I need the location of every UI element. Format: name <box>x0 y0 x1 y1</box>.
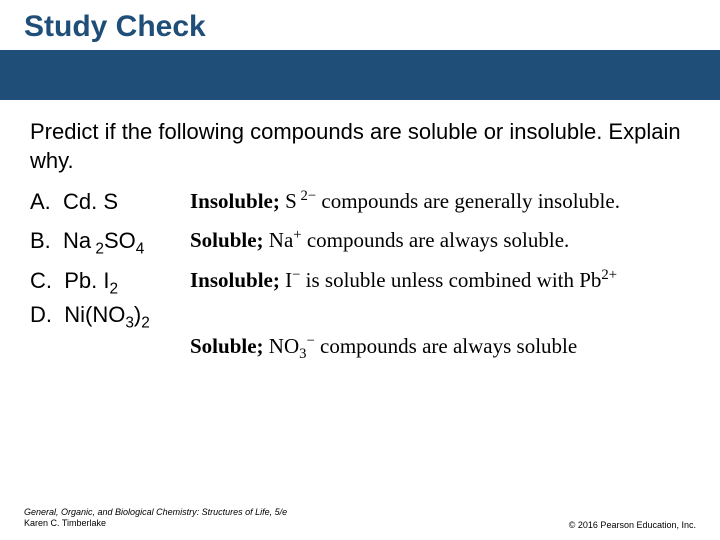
footer-book: General, Organic, and Biological Chemist… <box>24 507 287 519</box>
content-area: Predict if the following compounds are s… <box>0 100 720 366</box>
title-bar <box>0 50 720 100</box>
item-b: B. Na 2SO4 <box>30 222 190 258</box>
answer-a: Insoluble; S 2− compounds are generally … <box>190 183 620 218</box>
answer-d: Soluble; NO3− compounds are always solub… <box>190 302 577 365</box>
answer-a-rest: S 2− compounds are generally insoluble. <box>280 189 620 213</box>
row-c: C. Pb. I2 Insoluble; I− is soluble unles… <box>30 262 690 298</box>
answer-d-prefix: Soluble; <box>190 334 264 358</box>
row-a: A. Cd. S Insoluble; S 2− compounds are g… <box>30 183 690 218</box>
item-d-letter: D. <box>30 302 52 327</box>
footer-copyright: © 2016 Pearson Education, Inc. <box>569 520 696 530</box>
answer-c-rest: I− is soluble unless combined with Pb2+ <box>280 268 617 292</box>
row-b: B. Na 2SO4 Soluble; Na+ compounds are al… <box>30 222 690 258</box>
answer-c-prefix: Insoluble; <box>190 268 280 292</box>
item-c-letter: C. <box>30 268 52 293</box>
answer-d-rest: NO3− compounds are always soluble <box>264 334 578 358</box>
item-d: D. Ni(NO3)2 <box>30 302 190 332</box>
item-a-letter: A. <box>30 189 51 214</box>
footer-left: General, Organic, and Biological Chemist… <box>24 507 287 530</box>
footer: General, Organic, and Biological Chemist… <box>24 507 696 530</box>
item-a: A. Cd. S <box>30 183 190 215</box>
answer-a-prefix: Insoluble; <box>190 189 280 213</box>
prompt-text: Predict if the following compounds are s… <box>30 118 690 175</box>
item-b-compound: Na 2SO4 <box>63 228 144 253</box>
answer-b: Soluble; Na+ compounds are always solubl… <box>190 222 569 257</box>
answer-b-prefix: Soluble; <box>190 228 264 252</box>
answer-b-rest: Na+ compounds are always soluble. <box>264 228 570 252</box>
row-d: D. Ni(NO3)2 Soluble; NO3− compounds are … <box>30 302 690 365</box>
item-d-compound: Ni(NO3)2 <box>64 302 150 327</box>
footer-author: Karen C. Timberlake <box>24 518 287 530</box>
item-c: C. Pb. I2 <box>30 262 190 298</box>
answer-c: Insoluble; I− is soluble unless combined… <box>190 262 617 297</box>
slide-title: Study Check <box>0 0 720 50</box>
item-a-compound: Cd. S <box>63 189 118 214</box>
item-c-compound: Pb. I2 <box>64 268 118 293</box>
item-b-letter: B. <box>30 228 51 253</box>
